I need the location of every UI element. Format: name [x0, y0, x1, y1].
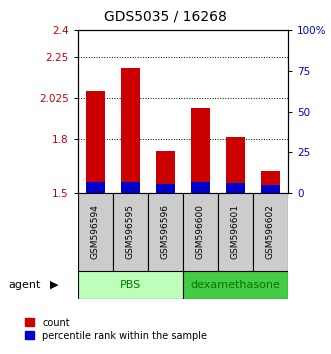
Bar [156, 151, 175, 193]
Bar [156, 184, 175, 193]
Bar [226, 137, 245, 193]
Bar [86, 182, 105, 193]
Legend: count, percentile rank within the sample: count, percentile rank within the sample [25, 318, 207, 341]
Bar [78, 271, 183, 299]
Text: GSM596600: GSM596600 [196, 204, 205, 259]
Bar [191, 108, 210, 193]
Text: ▶: ▶ [50, 280, 59, 290]
Text: GDS5035 / 16268: GDS5035 / 16268 [104, 10, 227, 24]
Bar [261, 185, 280, 193]
Text: GSM596594: GSM596594 [91, 204, 100, 259]
Bar [261, 171, 280, 193]
Text: PBS: PBS [120, 280, 141, 290]
Text: dexamethasone: dexamethasone [190, 280, 280, 290]
Text: GSM596595: GSM596595 [126, 204, 135, 259]
Bar [226, 183, 245, 193]
Bar [121, 182, 140, 193]
Bar [253, 193, 288, 271]
Text: GSM596602: GSM596602 [266, 204, 275, 259]
Bar [183, 271, 288, 299]
Bar [183, 193, 218, 271]
Bar [78, 193, 113, 271]
Text: GSM596596: GSM596596 [161, 204, 170, 259]
Bar [191, 182, 210, 193]
Bar [113, 193, 148, 271]
Bar [218, 193, 253, 271]
Bar [148, 193, 183, 271]
Bar [121, 68, 140, 193]
Bar [86, 91, 105, 193]
Text: GSM596601: GSM596601 [231, 204, 240, 259]
Text: agent: agent [8, 280, 41, 290]
